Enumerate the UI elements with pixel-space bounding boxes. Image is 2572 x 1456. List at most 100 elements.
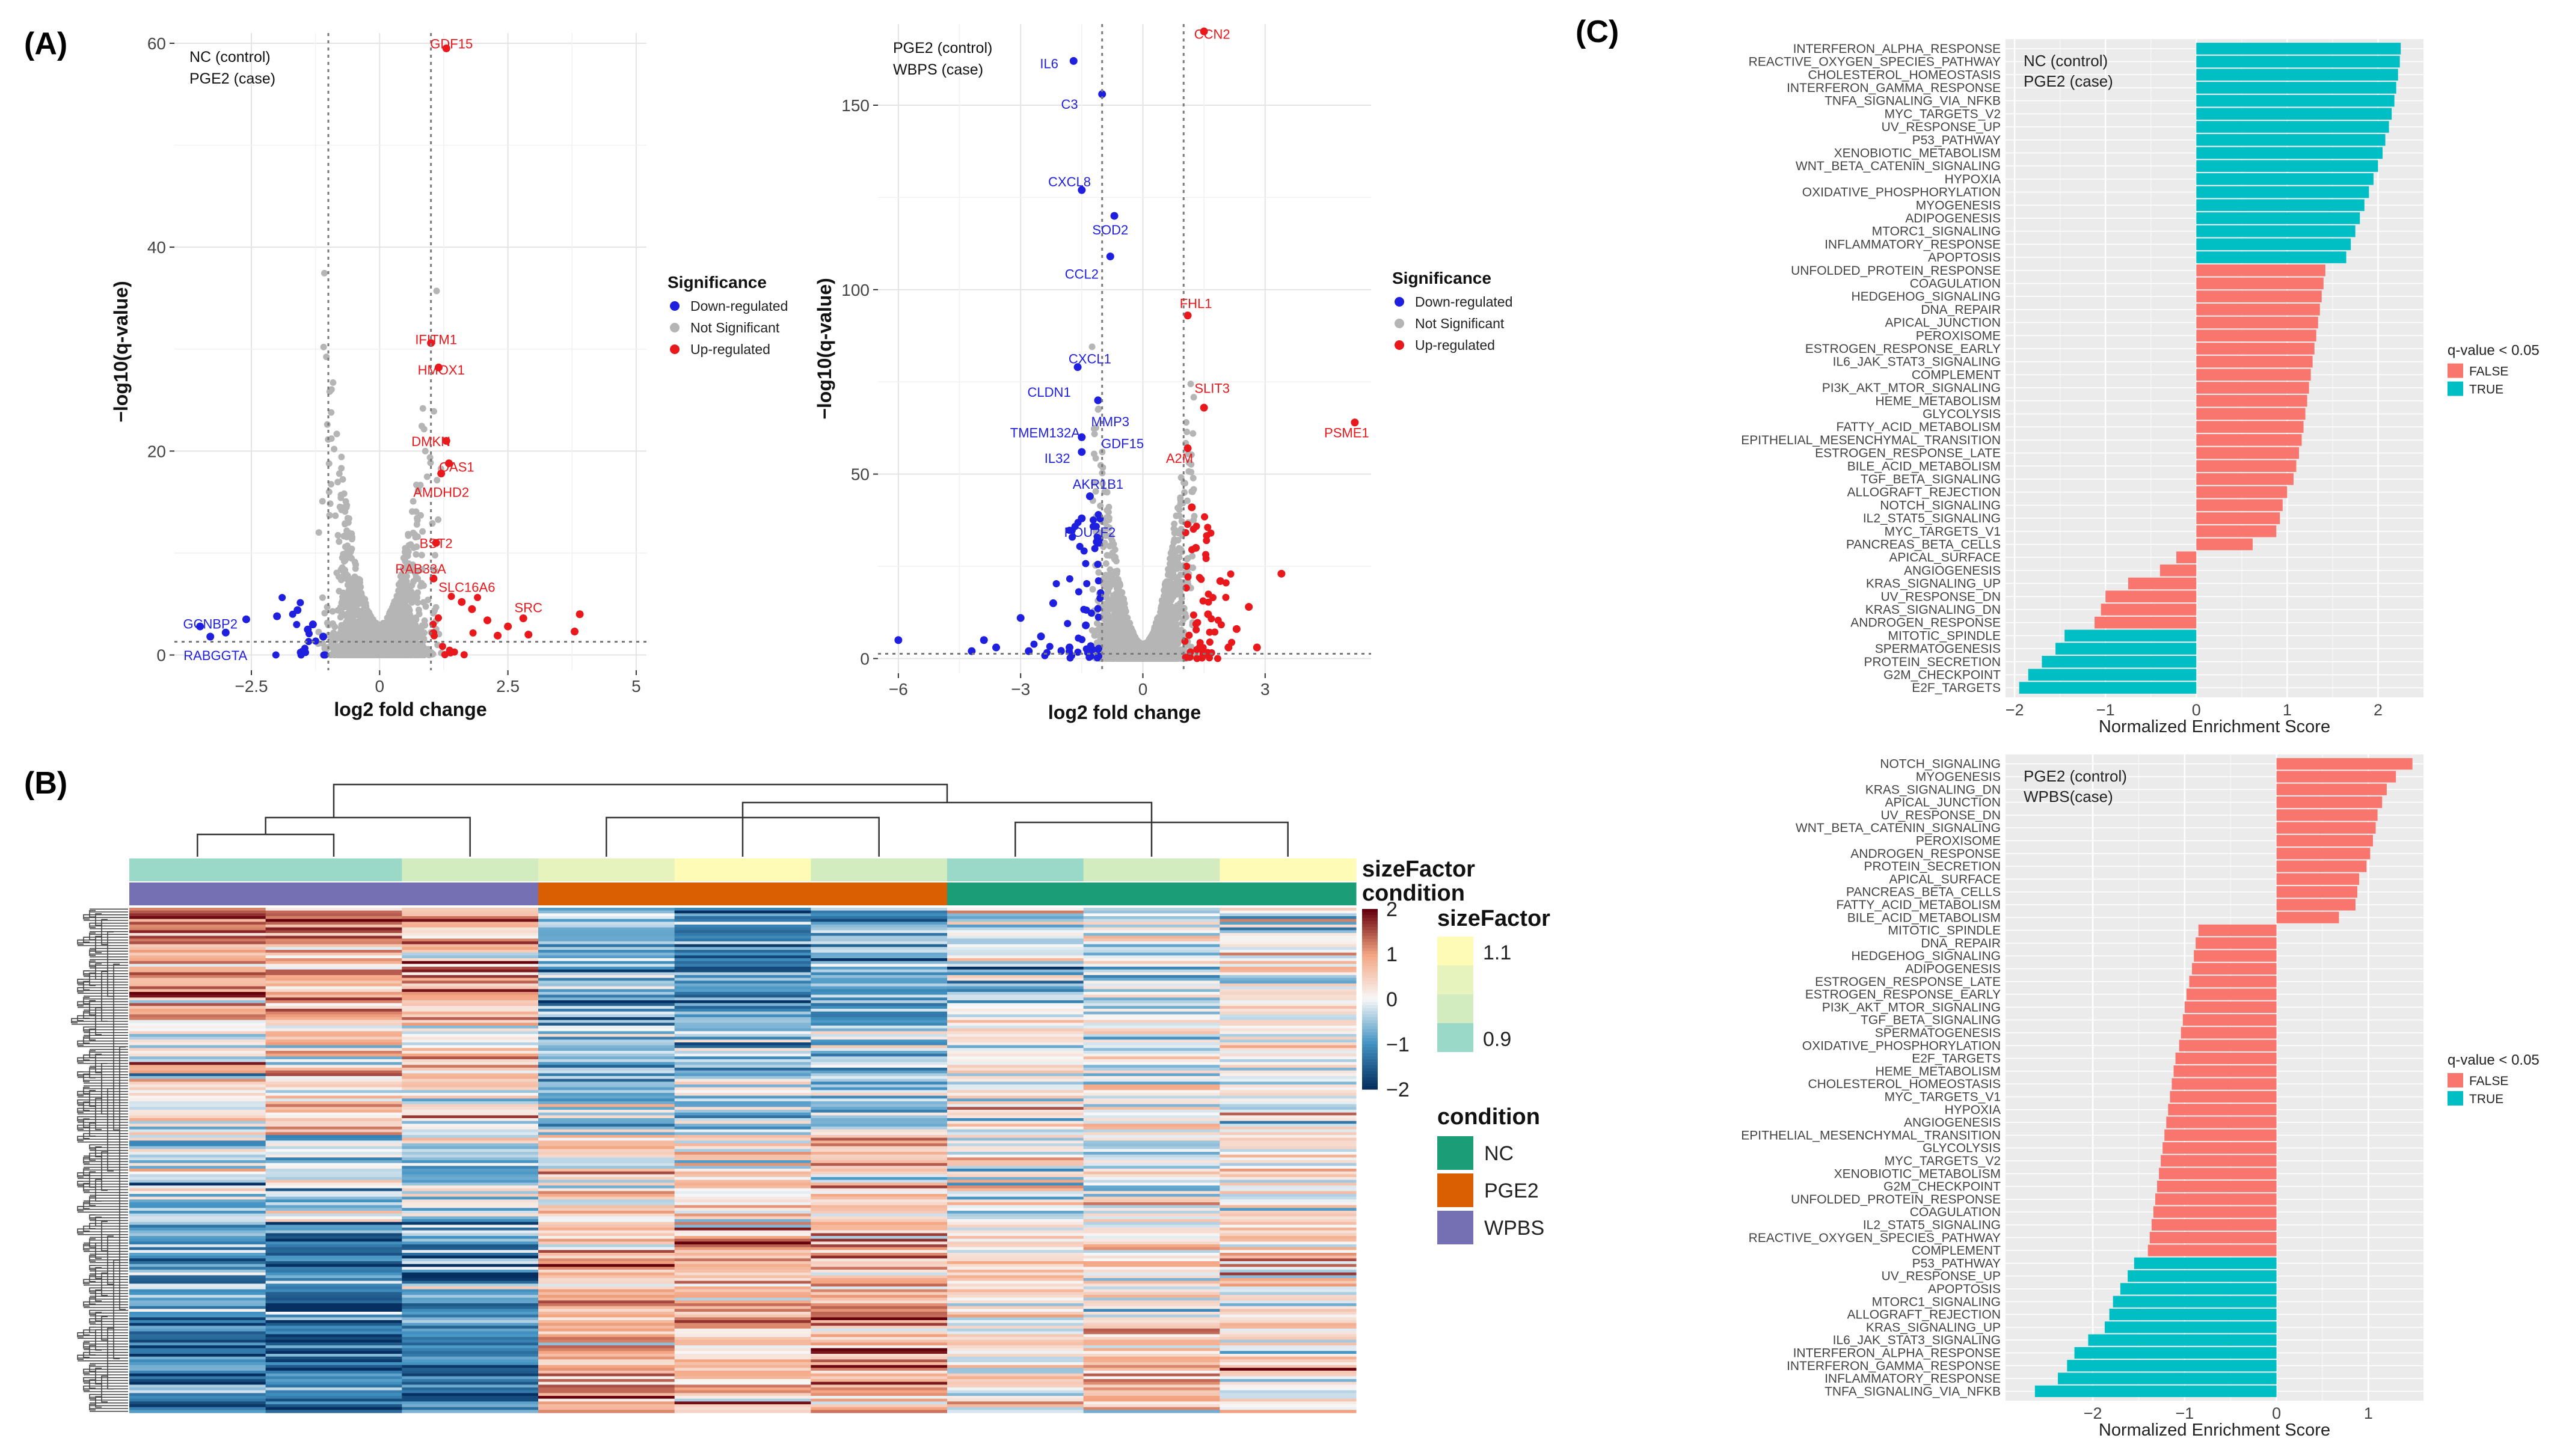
plot-background [878,24,1371,673]
ns-point [336,538,343,545]
ns-point [419,528,426,535]
sig-point [293,606,302,614]
ns-point [328,409,335,416]
ns-point [331,445,338,453]
x-tick-label: 2.5 [496,677,520,696]
ns-point [328,643,336,650]
ns-point [418,551,425,558]
ns-point [345,647,352,655]
ns-point [338,465,345,472]
ns-point [399,576,407,583]
ns-point [1187,381,1194,388]
panel-a-volcano-plots: GDF15IFITM1HMOX1DMKNOAS1AMDHD2BST2RAB33A… [110,24,1512,723]
ns-point [319,594,326,601]
ns-point [376,651,384,658]
ns-point [334,607,342,614]
sig-point [273,612,281,620]
ns-point [337,491,345,498]
sig-point [438,643,446,650]
ns-point [397,581,404,589]
ns-point [370,629,378,636]
ns-point [417,482,424,489]
legend-title: Significance [668,273,767,292]
ns-point [358,623,365,630]
ns-point [1105,514,1113,521]
ns-point [1095,569,1102,576]
ns-point [1088,343,1096,350]
ns-point [410,498,417,505]
ns-point [402,551,410,558]
ns-point [426,454,434,461]
gene-label: OAS1 [439,459,474,474]
ns-point [432,604,440,611]
gene-label: HMOX1 [418,362,465,378]
ns-point [420,629,428,637]
ns-point [344,542,351,549]
ns-point [408,508,416,515]
ns-point [345,612,352,619]
sig-point [460,651,468,659]
gene-label: GCNBP2 [183,616,237,631]
ns-point [381,621,388,628]
ns-point [332,512,339,519]
ns-point [406,567,413,574]
ns-point [354,583,361,590]
ns-point [417,583,424,590]
ns-point [407,634,414,641]
ns-point [400,565,407,572]
ns-point [336,587,343,595]
sig-point [575,610,584,619]
ns-point [404,604,411,611]
sig-point [278,593,286,601]
ns-point [320,343,327,350]
ns-point [333,430,340,438]
sig-point [272,651,280,659]
y-tick-label: 20 [147,442,166,460]
ns-point [363,616,370,623]
ns-point [342,498,349,505]
comparison-annotation: PGE2 (case) [189,70,275,87]
ns-point [411,622,419,629]
legend-item: Down-regulated [690,298,788,314]
sig-point [469,629,477,637]
ns-point [338,611,345,619]
gene-label: AMDHD2 [413,485,469,500]
ns-point [339,593,346,601]
ns-point [346,552,354,560]
ns-point [330,631,337,638]
ns-point [336,470,343,477]
ns-point [420,426,428,433]
ns-point [434,477,441,484]
ns-point [425,596,432,604]
sig-point [242,615,250,623]
comparison-annotation: NC (control) [189,49,271,66]
ns-point [360,635,367,642]
ns-point [334,479,342,486]
ns-point [398,652,405,659]
ns-point [420,637,428,644]
ns-point [419,405,426,412]
ns-point [1188,468,1195,476]
ns-point [393,604,401,611]
ns-point [328,386,335,393]
sig-point [504,622,512,631]
ns-point [357,595,364,602]
ns-point [1173,512,1180,519]
ns-point [410,578,417,585]
gene-label: BST2 [420,536,453,551]
ns-point [395,587,402,595]
ns-point [365,609,372,616]
ns-point [360,606,367,613]
sig-point [474,593,482,601]
ns-point [352,599,359,606]
ns-point [435,516,442,523]
ns-point [364,623,372,630]
sig-point [296,599,304,607]
ns-point [386,652,393,659]
sig-point [524,631,533,639]
ns-point [413,551,420,558]
ns-point [413,635,420,642]
ns-point [1102,560,1110,567]
ns-point [321,610,328,617]
